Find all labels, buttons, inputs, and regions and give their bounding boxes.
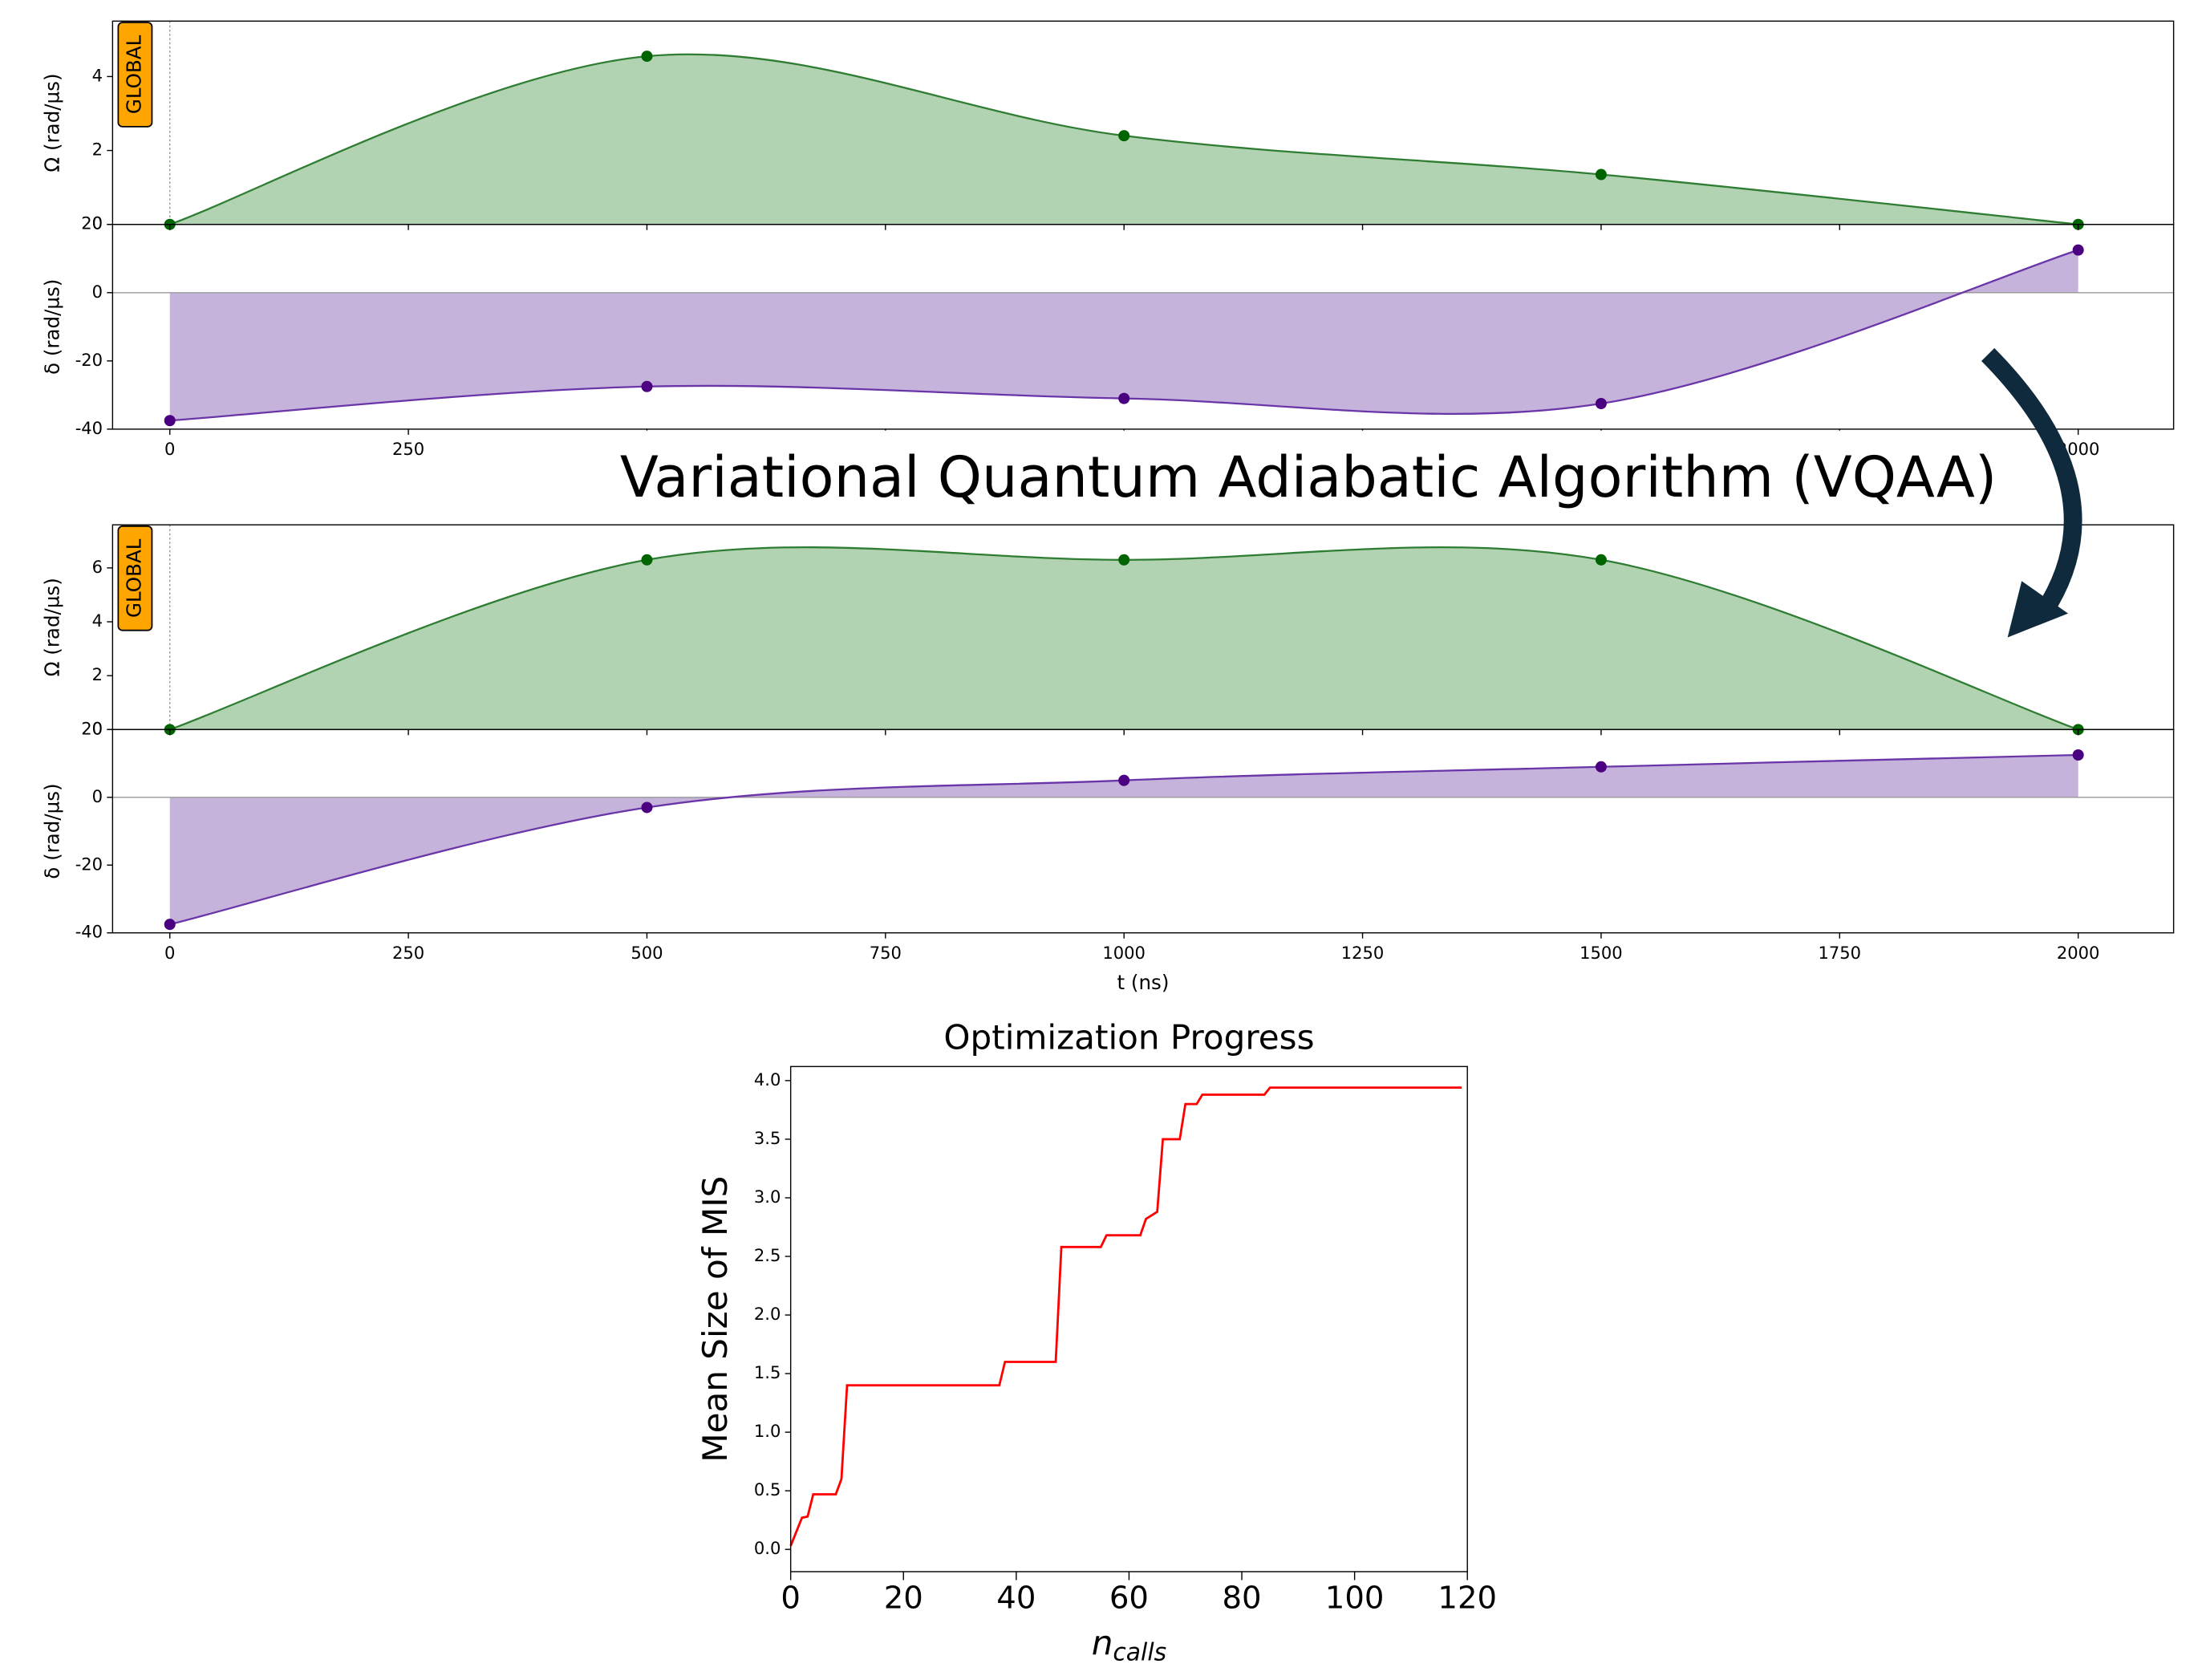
point: [1118, 774, 1130, 786]
y-tick-label: 4.0: [754, 1069, 781, 1090]
line: [789, 1086, 1462, 1547]
y-tick-label: 0: [92, 213, 103, 233]
x-tick-label: 120: [1438, 1581, 1497, 1617]
y-tick-label: 0.0: [754, 1538, 781, 1558]
axes-frame: [112, 728, 2175, 934]
x-tick-label: 100: [1325, 1581, 1385, 1617]
y-tick-label: 2: [92, 140, 103, 160]
y-tick-label: 4: [92, 611, 103, 631]
point: [641, 554, 653, 566]
y-tick-label: 0.5: [754, 1479, 781, 1499]
y-tick-label: 0: [92, 786, 103, 806]
tag: GLOBAL: [117, 526, 153, 631]
point: [641, 380, 653, 392]
point: [164, 919, 176, 931]
y-axis-label: Mean Size of MIS: [695, 1176, 735, 1463]
tag-box: [117, 22, 153, 128]
x-tick-label: 750: [870, 943, 902, 963]
point: [2072, 244, 2084, 256]
point: [641, 801, 653, 814]
y-tick-label: 6: [92, 557, 103, 577]
y-tick-label: 4: [92, 65, 103, 85]
x-tick-label: 1750: [1819, 943, 1862, 963]
x-tick-label: 80: [1222, 1581, 1261, 1617]
x-tick-label: 20: [884, 1581, 923, 1617]
y-axis-label: Ω (rad/µs): [41, 578, 64, 676]
x-tick-label: 2000: [2057, 943, 2100, 963]
x-axis-label: ncalls: [1092, 1623, 1166, 1667]
y-tick-label: -40: [75, 922, 103, 942]
y-tick-label: -20: [75, 854, 103, 874]
axes-frame: [112, 224, 2175, 430]
y-tick-label: 20: [81, 718, 103, 738]
area-fill: [169, 547, 2078, 730]
y-tick-label: 3.5: [754, 1128, 781, 1148]
point: [164, 415, 176, 427]
banner-box: [590, 430, 1998, 524]
point: [1118, 554, 1130, 566]
y-tick-label: 1.0: [754, 1421, 781, 1441]
point: [2072, 749, 2084, 761]
point: [1118, 392, 1130, 404]
chart-title: Optimization Progress: [943, 1018, 1314, 1057]
arrow: [1981, 347, 2082, 607]
y-tick-label: 0: [92, 718, 103, 738]
x-axis-label-base: n: [1092, 1623, 1113, 1662]
x-tick-label: 1250: [1341, 943, 1385, 963]
x-tick-label: 1500: [1579, 943, 1623, 963]
y-axis-label: δ (rad/µs): [41, 783, 64, 879]
point: [641, 51, 653, 63]
x-tick-label: 0: [781, 1581, 801, 1617]
y-axis-label: δ (rad/µs): [41, 279, 64, 375]
point: [1595, 168, 1607, 181]
y-tick-label: 1.5: [754, 1362, 781, 1382]
y-tick-label: -40: [75, 418, 103, 438]
banner-title: Variational Quantum Adiabatic Algorithm …: [620, 444, 1997, 510]
point: [1595, 554, 1607, 566]
y-tick-label: 2.0: [754, 1304, 781, 1324]
tag-label: GLOBAL: [122, 538, 145, 618]
point: [1595, 397, 1607, 410]
y-tick-label: 0: [92, 282, 103, 302]
y-tick-label: -20: [75, 350, 103, 370]
point: [1118, 130, 1130, 142]
arrow-head: [2007, 581, 2069, 638]
tag: GLOBAL: [117, 22, 153, 128]
y-axis-label: Ω (rad/µs): [41, 73, 64, 172]
x-tick-label: 250: [392, 943, 424, 963]
y-tick-label: 3.0: [754, 1187, 781, 1207]
x-tick-label: 60: [1109, 1581, 1149, 1617]
x-tick-label: 40: [996, 1581, 1036, 1617]
tag-box: [117, 526, 153, 631]
x-axis-label-sub: calls: [1113, 1638, 1166, 1666]
x-axis-label: t (ns): [1117, 971, 1170, 994]
point: [1595, 761, 1607, 773]
x-tick-label: 0: [164, 439, 175, 459]
y-tick-label: 20: [81, 213, 103, 233]
x-tick-label: 1000: [1102, 943, 1146, 963]
y-tick-label: 2.5: [754, 1245, 781, 1265]
x-tick-label: 0: [164, 943, 175, 963]
y-tick-label: 2: [92, 664, 103, 684]
x-tick-label: 500: [631, 943, 663, 963]
x-tick-label: 250: [392, 439, 424, 459]
tag-label: GLOBAL: [122, 34, 145, 114]
